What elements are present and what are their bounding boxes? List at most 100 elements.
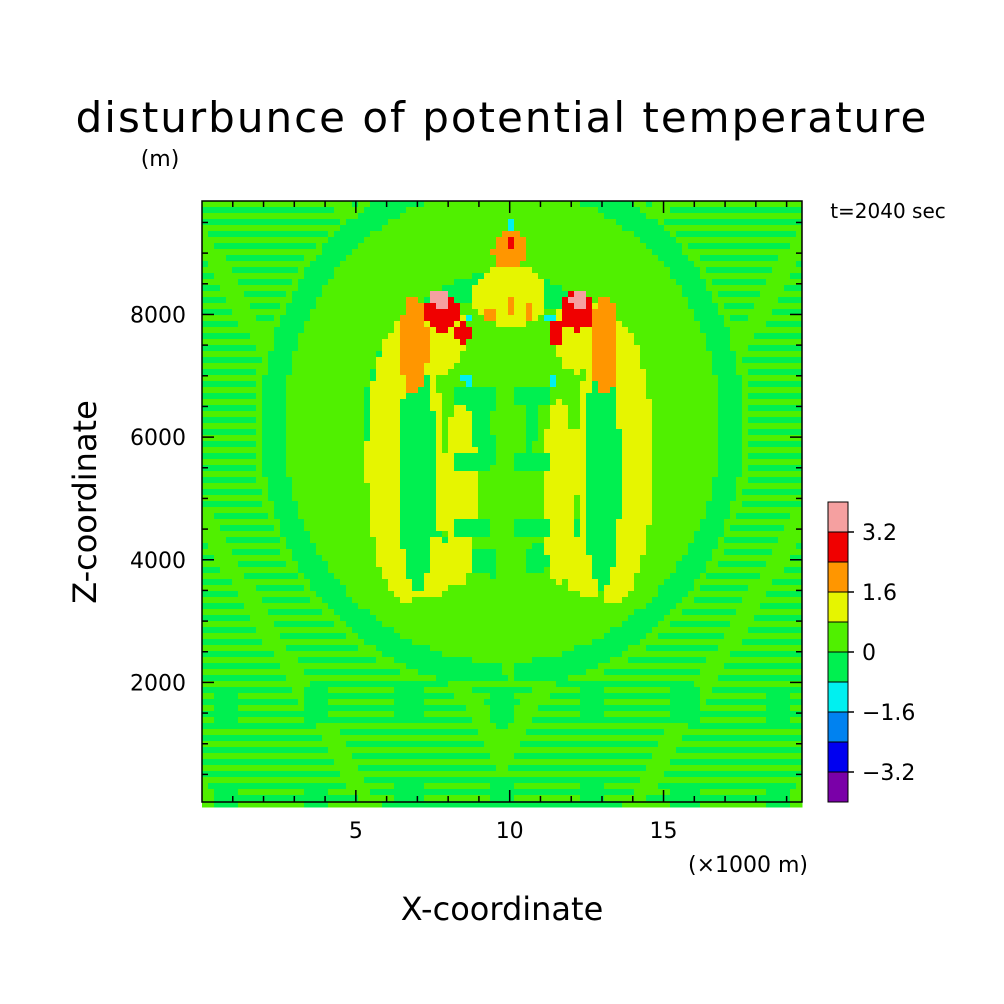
contour-cell xyxy=(580,243,587,250)
contour-cell xyxy=(442,393,449,400)
contour-cell xyxy=(322,243,329,250)
contour-cell xyxy=(766,417,773,424)
contour-cell xyxy=(748,213,755,220)
contour-cell xyxy=(418,351,425,358)
contour-cell xyxy=(202,327,209,334)
contour-cell xyxy=(616,291,623,298)
contour-cell xyxy=(754,213,761,220)
contour-cell xyxy=(544,309,551,316)
contour-cell xyxy=(706,249,713,256)
contour-cell xyxy=(316,249,323,256)
contour-cell xyxy=(226,387,233,394)
contour-cell xyxy=(484,351,491,358)
contour-cell xyxy=(310,201,317,208)
contour-cell xyxy=(304,201,311,208)
contour-cell xyxy=(580,441,587,448)
contour-cell xyxy=(622,489,629,496)
contour-cell xyxy=(238,279,245,286)
contour-cell xyxy=(676,213,683,220)
contour-cell xyxy=(586,369,593,376)
contour-cell xyxy=(274,381,281,388)
contour-cell xyxy=(682,393,689,400)
contour-cell xyxy=(592,375,599,382)
contour-cell xyxy=(328,201,335,208)
contour-cell xyxy=(484,213,491,220)
contour-cell xyxy=(580,201,587,208)
contour-cell xyxy=(316,315,323,322)
contour-cell xyxy=(352,411,359,418)
contour-cell xyxy=(586,279,593,286)
contour-cell xyxy=(676,399,683,406)
contour-cell xyxy=(772,471,779,478)
contour-cell xyxy=(604,477,611,484)
contour-cell xyxy=(268,315,275,322)
contour-cell xyxy=(634,453,641,460)
contour-cell xyxy=(370,219,377,226)
contour-cell xyxy=(352,477,359,484)
contour-cell xyxy=(244,441,251,448)
contour-cell xyxy=(226,309,233,316)
contour-cell xyxy=(364,357,371,364)
contour-cell xyxy=(268,273,275,280)
contour-cell xyxy=(382,321,389,328)
contour-cell xyxy=(790,249,797,256)
contour-cell xyxy=(280,387,287,394)
contour-cell xyxy=(604,399,611,406)
contour-cell xyxy=(400,201,407,208)
contour-cell xyxy=(550,471,557,478)
contour-cell xyxy=(334,465,341,472)
contour-cell xyxy=(454,363,461,370)
contour-cell xyxy=(616,459,623,466)
contour-cell xyxy=(688,345,695,352)
contour-cell xyxy=(388,315,395,322)
contour-cell xyxy=(490,477,497,484)
contour-cell xyxy=(514,333,521,340)
contour-cell xyxy=(334,213,341,220)
contour-cell xyxy=(520,327,527,334)
contour-cell xyxy=(370,441,377,448)
contour-cell xyxy=(484,267,491,274)
contour-cell xyxy=(634,219,641,226)
contour-cell xyxy=(538,465,545,472)
contour-cell xyxy=(412,255,419,262)
contour-cell xyxy=(532,489,539,496)
contour-cell xyxy=(652,207,659,214)
contour-cell xyxy=(490,213,497,220)
contour-cell xyxy=(334,351,341,358)
contour-cell xyxy=(280,453,287,460)
contour-cell xyxy=(412,417,419,424)
contour-cell xyxy=(454,327,461,334)
contour-cell xyxy=(202,297,209,304)
contour-cell xyxy=(646,279,653,286)
contour-cell xyxy=(424,459,431,466)
contour-cell xyxy=(370,273,377,280)
contour-cell xyxy=(538,495,545,502)
contour-cell xyxy=(622,333,629,340)
contour-cell xyxy=(712,393,719,400)
contour-cell xyxy=(490,291,497,298)
contour-cell xyxy=(346,273,353,280)
contour-cell xyxy=(346,405,353,412)
contour-cell xyxy=(388,213,395,220)
contour-cell xyxy=(664,435,671,442)
contour-cell xyxy=(532,405,539,412)
contour-cell xyxy=(616,237,623,244)
contour-cell xyxy=(466,423,473,430)
contour-cell xyxy=(754,411,761,418)
contour-cell xyxy=(616,243,623,250)
contour-cell xyxy=(406,477,413,484)
contour-cell xyxy=(346,213,353,220)
contour-cell xyxy=(388,237,395,244)
contour-cell xyxy=(418,429,425,436)
contour-cell xyxy=(244,345,251,352)
contour-cell xyxy=(724,411,731,418)
contour-cell xyxy=(478,405,485,412)
contour-cell xyxy=(592,459,599,466)
contour-cell xyxy=(382,207,389,214)
contour-cell xyxy=(238,453,245,460)
contour-cell xyxy=(646,483,653,490)
contour-cell xyxy=(580,315,587,322)
contour-cell xyxy=(388,399,395,406)
contour-cell xyxy=(796,231,803,238)
contour-cell xyxy=(760,255,767,262)
